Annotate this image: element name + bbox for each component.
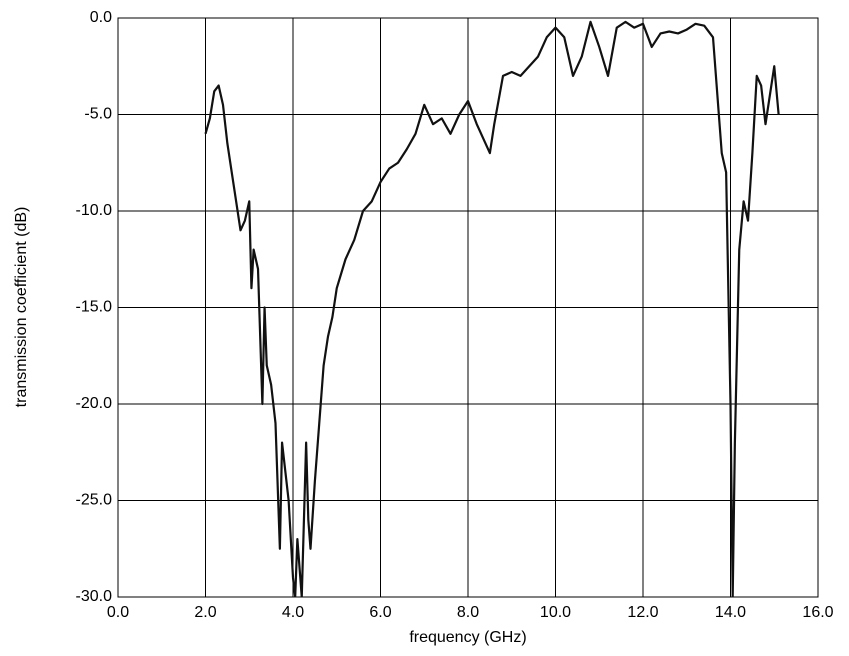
x-tick-label: 0.0 [107,604,129,621]
x-axis-label: frequency (GHz) [409,629,526,646]
y-axis-label: transmission coefficient (dB) [13,207,30,408]
y-tick-label: -10.0 [76,202,113,219]
x-tick-label: 10.0 [540,604,571,621]
y-tick-label: -25.0 [76,492,113,509]
plot-frame [117,17,819,598]
y-tick-label: -30.0 [76,588,113,605]
x-tick-label: 12.0 [627,604,658,621]
y-tick-label: -15.0 [76,299,113,316]
data-line [204,20,780,597]
y-tick-label: -20.0 [76,395,113,412]
x-tick-label: 4.0 [282,604,304,621]
x-tick-label: 16.0 [802,604,833,621]
x-tick-label: 6.0 [369,604,391,621]
y-tick-label: -5.0 [84,106,112,123]
x-tick-label: 2.0 [194,604,216,621]
x-tick-label: 8.0 [457,604,479,621]
x-tick-label: 14.0 [715,604,746,621]
y-tick-label: 0.0 [90,9,112,26]
